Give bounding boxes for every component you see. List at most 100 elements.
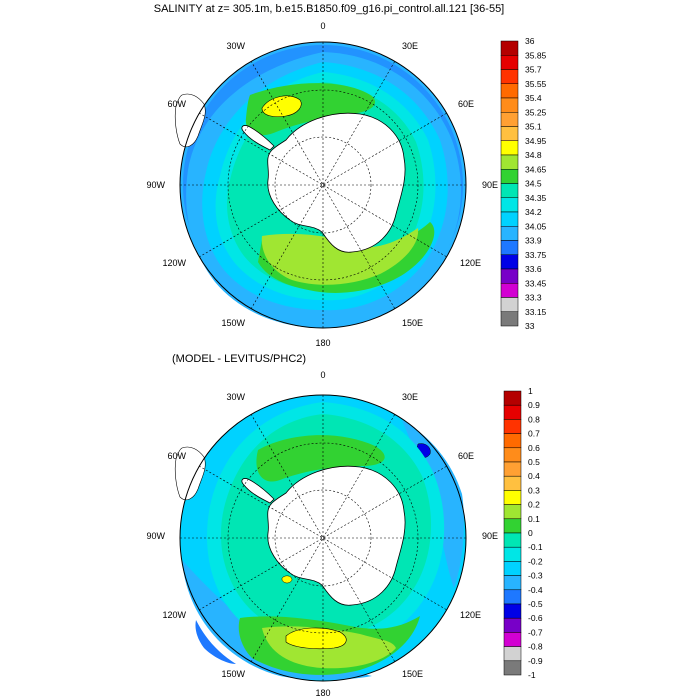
colorbar-tick-label: 33.6 xyxy=(525,264,542,274)
colorbar-tick-label: -0.7 xyxy=(528,627,543,637)
diff-band-minus0.3 xyxy=(182,560,372,680)
colorbar-tick-label: 0.6 xyxy=(528,443,540,453)
colorbar-swatch xyxy=(500,154,519,170)
colorbar-tick-label: 35.1 xyxy=(525,122,542,132)
lon-label-120w: 120W xyxy=(162,258,186,268)
colorbar-swatch xyxy=(503,646,522,662)
south-america-coast xyxy=(174,446,206,501)
colorbar-tick-label: 1 xyxy=(528,386,533,396)
panel-difference: (MODEL - LEVITUS/PHC2) xyxy=(146,353,542,698)
colorbar-swatch xyxy=(500,40,519,56)
lon-label-90w: 90W xyxy=(146,180,165,190)
diff-band-minus0.3-b xyxy=(402,420,464,588)
colorbar-swatch xyxy=(500,69,519,84)
colorbar-swatch xyxy=(500,83,519,99)
lon-label-120e: 120E xyxy=(460,610,481,620)
diff-small-0.3 xyxy=(281,575,293,584)
colorbar-swatch xyxy=(503,433,522,449)
lon-label-180: 180 xyxy=(315,688,330,698)
colorbar-salinity: 36 35.85 35.7 35.55 35.4 35.25 35.1 34.95 34.8 34… xyxy=(500,36,547,331)
colorbar-tick-label: 0.1 xyxy=(528,514,540,524)
colorbar-tick-label: 34.8 xyxy=(525,150,542,160)
colorbar-swatch xyxy=(503,475,522,491)
salinity-band-34.65 xyxy=(245,83,376,136)
colorbar-swatch xyxy=(503,660,522,676)
lon-labels-salinity: 0 30E 60E 90E 120E 150E 180 150W 120W 90… xyxy=(146,21,498,348)
colorbar-difference: 1 0.9 0.8 0.7 0.6 0.5 0.4 0.3 0.2 0.1 0 -0.1 -0.2 -0.… xyxy=(503,386,543,680)
salinity-band-34.8 xyxy=(261,228,419,285)
colorbar-tick-label: 0.4 xyxy=(528,471,540,481)
map-salinity xyxy=(174,41,467,329)
colorbar-swatch xyxy=(503,419,522,434)
antarctic-peninsula xyxy=(241,478,275,504)
colorbar-tick-label: 0.2 xyxy=(528,500,540,510)
lon-label-60w: 60W xyxy=(167,451,186,461)
colorbar-tick-label: 34.2 xyxy=(525,207,542,217)
colorbar-tick-label: 34.05 xyxy=(525,221,547,231)
colorbar-tick-label: 0.7 xyxy=(528,429,540,439)
colorbar-tick-label: -0.8 xyxy=(528,642,543,652)
lon-label-120e: 120E xyxy=(460,258,481,268)
colorbar-tick-label: -0.4 xyxy=(528,585,543,595)
colorbar-tick-label: 0 xyxy=(528,528,533,538)
colorbar-swatch xyxy=(500,211,519,227)
colorbar-swatch xyxy=(500,140,519,156)
lon-label-0: 0 xyxy=(320,21,325,31)
colorbar-swatch xyxy=(500,226,519,241)
salinity-core-34.95 xyxy=(261,95,302,118)
lon-label-60e: 60E xyxy=(458,99,474,109)
lon-label-0: 0 xyxy=(320,370,325,380)
colorbar-swatch xyxy=(500,97,519,113)
colorbar-swatch xyxy=(503,603,522,619)
colorbar-tick-label: -0.6 xyxy=(528,613,543,623)
colorbar-tick-label: 35.7 xyxy=(525,65,542,75)
lon-label-150w: 150W xyxy=(221,669,245,679)
colorbar-tick-label: 35.55 xyxy=(525,79,547,89)
lon-label-60w: 60W xyxy=(167,99,186,109)
lon-label-150w: 150W xyxy=(221,318,245,328)
lon-label-30e: 30E xyxy=(402,41,418,51)
lon-label-90e: 90E xyxy=(482,180,498,190)
lon-label-60e: 60E xyxy=(458,451,474,461)
colorbar-tick-label: 34.65 xyxy=(525,164,547,174)
colorbar-swatch xyxy=(500,311,519,327)
colorbar-tick-label: 34.35 xyxy=(525,193,547,203)
lon-label-90w: 90W xyxy=(146,531,165,541)
colorbar-swatch xyxy=(500,268,519,284)
panel-salinity: SALINITY at z= 305.1m, b.e15.B1850.f09_g… xyxy=(146,3,546,348)
colorbar-swatch xyxy=(503,617,522,633)
lon-label-150e: 150E xyxy=(402,669,423,679)
diff-band-0.1 xyxy=(256,435,385,482)
diff-band-minus0.4 xyxy=(195,620,236,664)
colorbar-tick-label: 0.3 xyxy=(528,485,540,495)
colorbar-tick-label: -1 xyxy=(528,670,536,680)
colorbar-swatch xyxy=(503,632,522,647)
colorbar-tick-label: 34.95 xyxy=(525,136,547,146)
colorbar-swatch xyxy=(500,112,519,127)
colorbar-swatch xyxy=(503,561,522,576)
lon-label-90e: 90E xyxy=(482,531,498,541)
colorbar-swatch xyxy=(503,490,522,505)
colorbar-swatch xyxy=(500,254,519,270)
lon-label-180: 180 xyxy=(315,338,330,348)
colorbar-tick-label: 33.15 xyxy=(525,307,547,317)
colorbar-tick-label: 35.4 xyxy=(525,93,542,103)
lon-label-120w: 120W xyxy=(162,610,186,620)
colorbar-swatch xyxy=(503,504,522,520)
graticule xyxy=(180,42,466,328)
colorbar-swatch xyxy=(503,589,522,605)
colorbar-tick-label: 33.45 xyxy=(525,278,547,288)
lon-label-30e: 30E xyxy=(402,392,418,402)
antarctic-peninsula xyxy=(241,125,275,151)
colorbar-tick-label: -0.9 xyxy=(528,656,543,666)
colorbar-swatch xyxy=(500,183,519,198)
colorbar-tick-label: 36 xyxy=(525,36,535,46)
colorbar-tick-label: 34.5 xyxy=(525,179,542,189)
colorbar-swatch xyxy=(500,197,519,213)
panel-difference-title: (MODEL - LEVITUS/PHC2) xyxy=(172,353,306,365)
colorbar-swatch xyxy=(500,55,519,70)
colorbar-tick-label: 35.85 xyxy=(525,50,547,60)
colorbar-tick-label: -0.5 xyxy=(528,599,543,609)
colorbar-swatch xyxy=(500,126,519,141)
colorbar-tick-label: -0.1 xyxy=(528,542,543,552)
